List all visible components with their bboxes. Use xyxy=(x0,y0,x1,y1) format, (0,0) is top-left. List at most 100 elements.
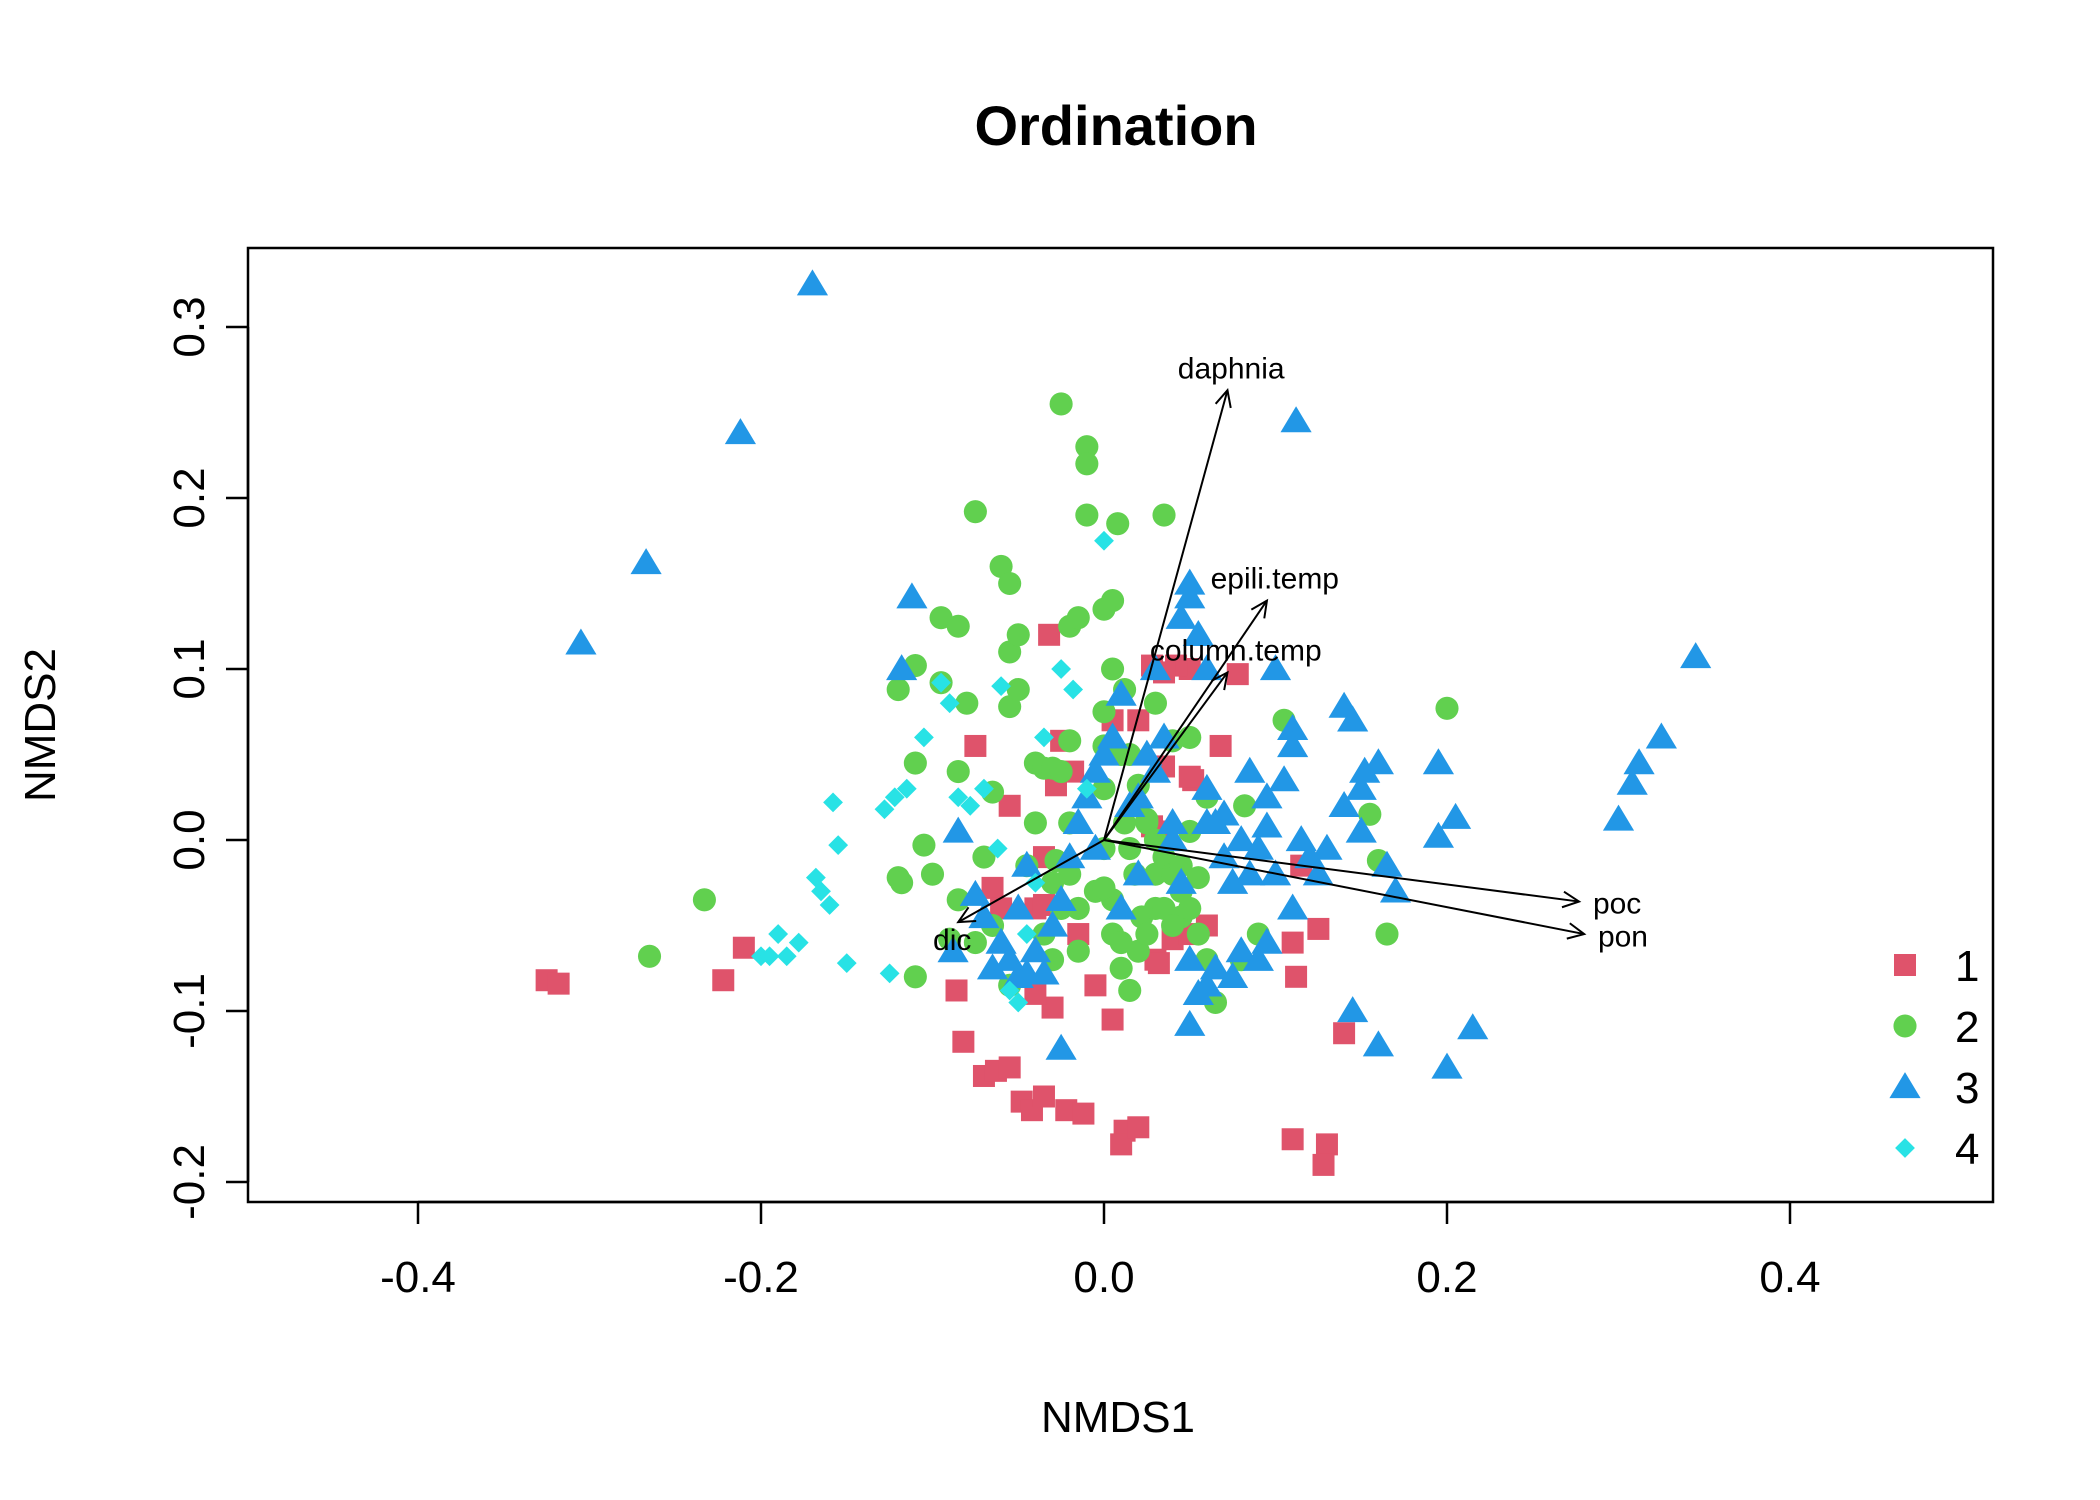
x-tick-label: 0.0 xyxy=(1073,1253,1134,1302)
data-point xyxy=(974,778,994,799)
data-point xyxy=(1028,958,1060,985)
legend-item-2: 2 xyxy=(1893,1003,1979,1052)
data-point xyxy=(1602,804,1635,831)
axes: -0.4 -0.2 0.0 0.2 0.4 -0.2 -0.1 0.0 0.1 0.2 0.3 xyxy=(165,296,1821,1302)
data-point xyxy=(1371,850,1403,877)
data-point xyxy=(1126,939,1150,963)
data-point xyxy=(1285,965,1308,988)
data-point xyxy=(1277,731,1309,758)
data-point xyxy=(1019,936,1051,963)
data-point xyxy=(1186,922,1210,946)
data-point xyxy=(1217,961,1249,988)
data-point xyxy=(1105,679,1137,706)
vector-line xyxy=(1103,390,1229,841)
data-point xyxy=(1191,970,1223,997)
data-point xyxy=(998,640,1022,664)
data-point xyxy=(1169,854,1193,878)
data-point xyxy=(1011,850,1043,877)
data-point xyxy=(1191,808,1223,835)
vector-label: poc xyxy=(1593,887,1641,920)
data-point xyxy=(1023,811,1047,835)
y-tick-label: 0.1 xyxy=(165,638,214,699)
data-point xyxy=(1226,663,1249,686)
y-tick-label: 0.2 xyxy=(165,467,214,528)
data-point xyxy=(1251,927,1283,954)
data-point xyxy=(1233,794,1257,818)
data-point xyxy=(1333,1022,1356,1045)
data-point xyxy=(1623,748,1655,775)
vector-arrowhead xyxy=(1211,670,1229,691)
data-point xyxy=(1110,1133,1133,1156)
vector-pon: pon xyxy=(1103,839,1648,954)
data-point xyxy=(1174,568,1206,595)
data-point xyxy=(896,778,917,799)
data-point xyxy=(1106,512,1130,536)
data-point xyxy=(1008,992,1029,1013)
data-point xyxy=(1234,859,1266,886)
data-point xyxy=(955,691,979,715)
data-point xyxy=(811,881,831,902)
data-point xyxy=(1186,866,1210,890)
data-point xyxy=(1457,1013,1489,1040)
legend-label: 2 xyxy=(1955,1003,1979,1052)
data-point xyxy=(1101,1008,1124,1031)
data-point xyxy=(1208,799,1240,826)
data-point xyxy=(1062,808,1094,835)
data-point xyxy=(1045,885,1077,911)
data-point xyxy=(959,879,991,906)
vector-arrowhead xyxy=(1250,598,1269,619)
legend-marker xyxy=(1889,1072,1921,1099)
data-point xyxy=(1032,1085,1055,1108)
data-point xyxy=(1092,700,1116,724)
data-point xyxy=(1066,606,1090,630)
data-point xyxy=(1645,722,1677,749)
data-point xyxy=(1217,867,1249,894)
data-point xyxy=(1315,1133,1338,1156)
x-tick-label: 0.2 xyxy=(1416,1253,1477,1302)
data-point xyxy=(1349,756,1381,783)
legend-label: 4 xyxy=(1955,1125,1979,1174)
data-point xyxy=(1435,696,1459,720)
data-point xyxy=(1312,1153,1335,1176)
data-point xyxy=(1034,727,1054,748)
data-point xyxy=(768,924,789,944)
legend-label: 1 xyxy=(1955,942,1979,991)
data-point xyxy=(999,980,1020,1001)
data-point xyxy=(1174,944,1206,971)
legend-marker xyxy=(1894,954,1916,976)
x-tick-label: 0.4 xyxy=(1759,1253,1820,1302)
data-point xyxy=(963,931,987,955)
data-point xyxy=(1307,917,1330,940)
data-point xyxy=(1199,953,1232,980)
data-point xyxy=(1178,819,1202,843)
y-axis-label: NMDS2 xyxy=(16,648,65,802)
data-point xyxy=(963,500,987,524)
data-point xyxy=(1225,936,1257,963)
legend-item-4: 4 xyxy=(1895,1125,1979,1174)
data-point xyxy=(1109,931,1133,955)
data-point xyxy=(1118,837,1142,861)
data-point xyxy=(874,799,895,820)
data-point xyxy=(1067,923,1090,946)
data-point xyxy=(1277,893,1309,920)
data-point xyxy=(630,548,662,575)
vector-arrowhead xyxy=(1214,388,1232,409)
data-point xyxy=(1362,748,1394,775)
data-point xyxy=(1178,896,1202,920)
data-point xyxy=(1203,990,1228,1014)
vector-daphnia: daphnia xyxy=(1103,352,1285,841)
data-point xyxy=(1345,816,1377,843)
data-point xyxy=(1006,677,1030,702)
data-point xyxy=(836,953,857,974)
data-point xyxy=(912,833,936,857)
legend-marker xyxy=(1895,1138,1915,1158)
data-point xyxy=(1280,406,1312,433)
data-point xyxy=(1079,833,1112,860)
data-point xyxy=(1002,893,1034,920)
vector-label: column.temp xyxy=(1150,634,1322,667)
vector-label: dic xyxy=(933,924,971,957)
vector-label: daphnia xyxy=(1178,352,1285,385)
data-point xyxy=(1209,734,1232,757)
data-point xyxy=(914,727,934,748)
